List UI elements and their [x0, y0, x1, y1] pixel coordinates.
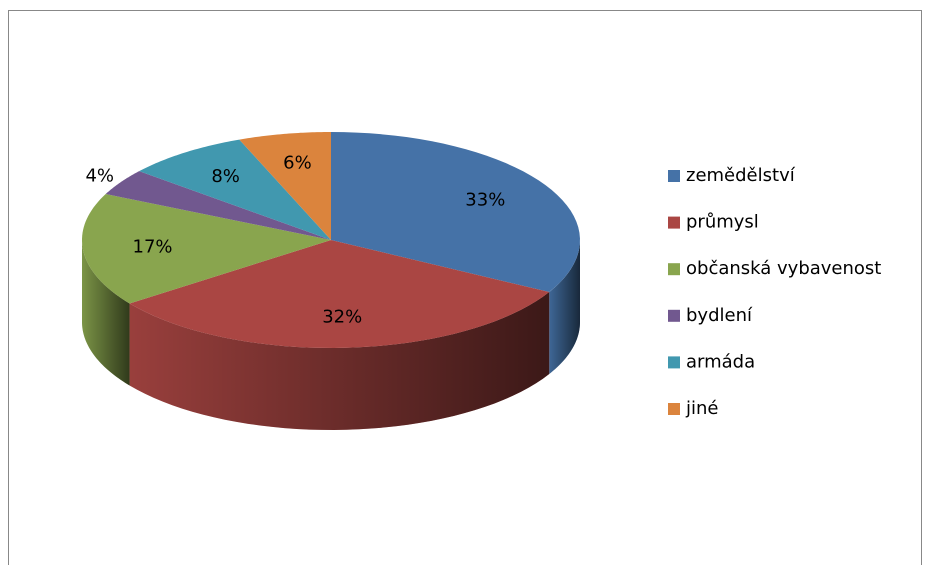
legend-label: průmysl	[686, 212, 759, 233]
slice	[82, 194, 332, 304]
data-label: 33%	[465, 189, 505, 210]
data-label: 4%	[85, 165, 114, 186]
data-label: 8%	[211, 166, 240, 187]
legend-swatch	[668, 170, 680, 182]
legend-label: jiné	[685, 398, 718, 419]
legend-label: občanská vybavenost	[686, 258, 881, 279]
data-label: 32%	[322, 307, 362, 328]
data-label: 17%	[133, 236, 173, 257]
legend-swatch	[668, 309, 680, 322]
legend-label: zemědělství	[686, 165, 796, 186]
legend-swatch	[668, 356, 680, 369]
data-label: 6%	[283, 153, 312, 174]
slice	[105, 171, 332, 240]
slice	[239, 132, 331, 240]
legend-swatch	[668, 263, 680, 276]
legend-label: armáda	[686, 351, 755, 372]
chart-border	[8, 10, 922, 565]
slice-side-shade	[129, 292, 550, 430]
legend-swatch	[668, 403, 680, 415]
slice-side-shade	[549, 240, 580, 375]
slice-side-shade	[82, 240, 130, 386]
slice	[331, 132, 580, 293]
slice	[129, 240, 550, 348]
legend-swatch	[668, 216, 680, 229]
legend-label: bydlení	[686, 305, 753, 326]
slice	[139, 139, 331, 240]
